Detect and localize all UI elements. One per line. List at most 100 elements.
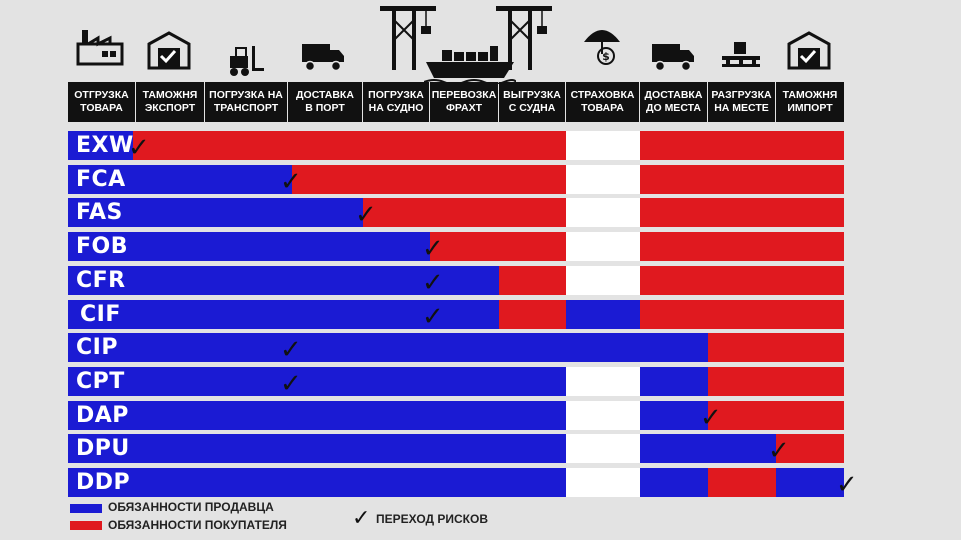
risk-transfer-tick: ✓ [768, 436, 790, 466]
term-code: CIP [76, 335, 118, 360]
term-code: EXW [76, 133, 134, 158]
buyer-segment [291, 165, 566, 194]
seller-segment [68, 266, 499, 295]
term-row: FCA [68, 165, 844, 194]
column-header: ОТГРУЗКА ТОВАРА [68, 82, 135, 122]
seller-segment [68, 165, 292, 194]
insurance-segment [566, 232, 640, 261]
column-header: ПОГРУЗКА НА ТРАНСПОРТ [205, 82, 287, 122]
risk-transfer-tick: ✓ [280, 369, 302, 399]
legend-buyer-swatch [70, 521, 102, 530]
seller-segment [68, 401, 566, 430]
term-code: CPT [76, 369, 125, 394]
insurance-segment [566, 198, 640, 227]
term-code: DAP [76, 403, 129, 428]
column-header: ДОСТАВКА В ПОРТ [288, 82, 362, 122]
svg-text:$: $ [602, 50, 610, 63]
insurance-segment [566, 165, 640, 194]
buyer-segment [640, 198, 844, 227]
term-code: CFR [76, 268, 126, 293]
risk-transfer-tick: ✓ [128, 133, 150, 163]
term-row: DDP [68, 468, 844, 497]
term-code: FAS [76, 200, 123, 225]
column-header: РАЗГРУЗКА НА МЕСТЕ [708, 82, 775, 122]
column-header: ПЕРЕВОЗКА ФРАХТ [430, 82, 498, 122]
seller-segment [640, 434, 776, 463]
column-header: ДОСТАВКА ДО МЕСТА [640, 82, 707, 122]
buyer-segment [132, 131, 566, 160]
insurance-segment [566, 131, 640, 160]
risk-transfer-tick: ✓ [422, 234, 444, 264]
insurance-segment [566, 401, 640, 430]
legend-buyer-label: ОБЯЗАННОСТИ ПОКУПАТЕЛЯ [108, 518, 287, 532]
buyer-segment [363, 198, 566, 227]
term-row: DPU [68, 434, 844, 463]
column-header: ТАМОЖНЯ ЭКСПОРТ [136, 82, 204, 122]
insurance-segment [566, 367, 640, 396]
risk-transfer-tick: ✓ [422, 302, 444, 332]
buyer-segment [708, 333, 844, 362]
port-crane-icon [494, 0, 554, 77]
legend-seller-swatch [70, 504, 102, 513]
port-crane-icon [378, 0, 438, 77]
term-row: CIF [68, 300, 844, 329]
buyer-segment [640, 300, 844, 329]
seller-segment [640, 401, 708, 430]
buyer-segment [499, 266, 566, 295]
seller-segment [640, 333, 708, 362]
buyer-segment [640, 165, 844, 194]
buyer-segment [776, 434, 844, 463]
pallet-unloading-icon [718, 40, 764, 75]
column-header: ВЫГРУЗКА С СУДНА [499, 82, 565, 122]
buyer-segment [640, 131, 844, 160]
legend-risk-label: ПЕРЕХОД РИСКОВ [376, 512, 489, 526]
seller-segment [68, 468, 566, 497]
term-row: EXW [68, 131, 844, 160]
legend-risk-tick: ✓ [352, 506, 371, 531]
forklift-icon [226, 44, 266, 83]
seller-segment [68, 198, 363, 227]
risk-transfer-tick: ✓ [836, 470, 858, 500]
buyer-segment [708, 401, 844, 430]
buyer-segment [708, 367, 844, 396]
seller-segment [68, 232, 430, 261]
risk-transfer-tick: ✓ [355, 200, 377, 230]
term-row: DAP [68, 401, 844, 430]
customs-warehouse-icon [786, 30, 832, 75]
insurance-segment [566, 468, 640, 497]
term-code: FOB [76, 234, 128, 259]
seller-segment [68, 131, 133, 160]
truck-icon [300, 40, 346, 77]
risk-transfer-tick: ✓ [700, 403, 722, 433]
seller-segment [68, 300, 499, 329]
buyer-segment [499, 300, 566, 329]
column-header: СТРАХОВКА ТОВАРА [566, 82, 639, 122]
risk-transfer-tick: ✓ [280, 335, 302, 365]
insurance-segment [566, 300, 640, 329]
buyer-segment [640, 266, 844, 295]
insurance-segment [566, 333, 640, 362]
legend-seller-label: ОБЯЗАННОСТИ ПРОДАВЦА [108, 500, 274, 514]
buyer-segment [640, 232, 844, 261]
term-code: DDP [76, 470, 131, 495]
column-header: ПОГРУЗКА НА СУДНО [363, 82, 429, 122]
insurance-umbrella-icon: $ [580, 24, 624, 73]
term-row: CFR [68, 266, 844, 295]
seller-segment [68, 333, 566, 362]
term-row: CPT [68, 367, 844, 396]
seller-segment [640, 367, 708, 396]
term-code: CIF [80, 302, 121, 327]
column-header: ТАМОЖНЯ ИМПОРТ [776, 82, 844, 122]
insurance-segment [566, 266, 640, 295]
cargo-ship-icon [423, 40, 517, 89]
term-code: FCA [76, 167, 126, 192]
truck-icon [650, 40, 696, 77]
factory-icon [76, 26, 124, 71]
term-code: DPU [76, 436, 130, 461]
risk-transfer-tick: ✓ [280, 167, 302, 197]
insurance-segment [566, 434, 640, 463]
buyer-segment [430, 232, 566, 261]
term-row: FOB [68, 232, 844, 261]
risk-transfer-tick: ✓ [422, 268, 444, 298]
